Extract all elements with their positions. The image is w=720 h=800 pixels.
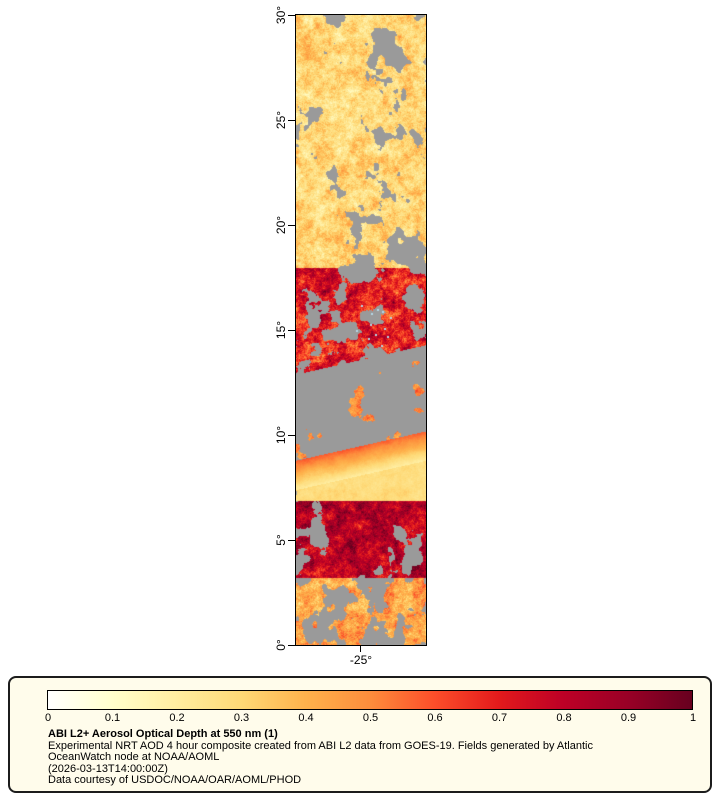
lat-tick-mark bbox=[288, 225, 295, 226]
lat-tick-label: 25° bbox=[274, 110, 288, 130]
lat-tick-label: 5° bbox=[274, 534, 288, 546]
product-title: ABI L2+ Aerosol Optical Depth at 550 nm … bbox=[48, 728, 278, 740]
description-line-2: OceanWatch node at NOAA/AOML bbox=[48, 751, 220, 764]
colorbar-ticks: 0 0.1 0.2 0.3 0.4 0.5 0.6 0.7 0.8 0.9 1 bbox=[44, 712, 697, 725]
description-line-1: Experimental NRT AOD 4 hour composite cr… bbox=[48, 739, 593, 752]
lat-tick-label: 10° bbox=[274, 425, 288, 445]
legend-text: ABI L2+ Aerosol Optical Depth at 550 nm … bbox=[48, 728, 593, 787]
colorbar-gradient bbox=[47, 690, 693, 710]
legend-panel: 0 0.1 0.2 0.3 0.4 0.5 0.6 0.7 0.8 0.9 1 … bbox=[8, 676, 712, 793]
lat-tick-mark bbox=[288, 120, 295, 121]
colorbar-tick-label: 0.6 bbox=[427, 712, 443, 724]
colorbar-tick-label: 0.9 bbox=[620, 712, 637, 724]
lon-tick-mark bbox=[360, 646, 361, 652]
colorbar-tick-label: 0.7 bbox=[491, 712, 508, 724]
lat-tick-label: 20° bbox=[274, 215, 288, 235]
colorbar-tick-label: 1 bbox=[689, 712, 697, 724]
lat-tick-mark bbox=[288, 15, 295, 16]
colorbar-tick-label: 0.3 bbox=[233, 712, 250, 724]
colorbar-tick-label: 0.5 bbox=[362, 712, 379, 724]
lat-tick-mark bbox=[288, 645, 295, 646]
map-frame bbox=[295, 14, 427, 646]
colorbar-tick-label: 0.4 bbox=[298, 712, 314, 724]
timestamp: (2026-03-13T14:00:00Z) bbox=[48, 762, 168, 775]
lat-tick-mark bbox=[288, 330, 295, 331]
colorbar-tick-label: 0 bbox=[44, 712, 52, 724]
lon-tick-label: -25° bbox=[349, 653, 373, 667]
lat-tick-label: 15° bbox=[274, 320, 288, 340]
aod-map-canvas bbox=[296, 15, 426, 645]
lat-tick-mark bbox=[288, 435, 295, 436]
lat-tick-label: 0° bbox=[274, 639, 288, 651]
colorbar-tick-label: 0.1 bbox=[104, 712, 121, 724]
lat-tick-mark bbox=[288, 540, 295, 541]
colorbar-tick-label: 0.2 bbox=[169, 712, 185, 724]
colorbar-tick-label: 0.8 bbox=[556, 712, 572, 724]
credit-line: Data courtesy of USDOC/NOAA/OAR/AOML/PHO… bbox=[48, 774, 302, 787]
lat-tick-label: 30° bbox=[274, 5, 288, 25]
